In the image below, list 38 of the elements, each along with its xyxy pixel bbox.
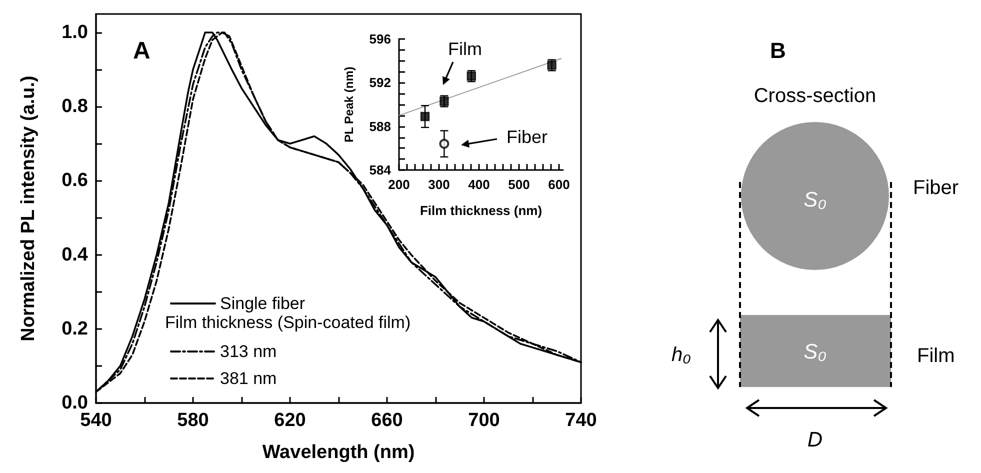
- text: Cross-section: [754, 85, 876, 107]
- x-tick-label: 400: [468, 177, 490, 192]
- y-axis-title: PL Peak (nm): [342, 66, 356, 142]
- y-tick-label: 584: [369, 162, 392, 178]
- y-tick-label: 592: [369, 75, 391, 90]
- text: Fiber: [913, 177, 959, 199]
- x-tick-label: 600: [548, 177, 570, 192]
- x-tick-label: 500: [508, 177, 530, 192]
- legend-label: 313 nm: [220, 342, 277, 361]
- x-axis-title: Film thickness (nm): [420, 203, 542, 218]
- y-tick-label: 0.6: [62, 170, 88, 192]
- text: Film: [917, 345, 955, 367]
- text: S₀: [804, 188, 827, 212]
- legend-title: Film thickness (Spin-coated film): [165, 313, 411, 332]
- legend-label: 381 nm: [220, 369, 277, 388]
- text: B: [770, 38, 786, 63]
- x-tick-label: 660: [371, 410, 403, 431]
- y-tick-label: 0.4: [62, 244, 88, 266]
- y-tick-label: 0.2: [62, 318, 88, 340]
- x-tick-label: 740: [565, 410, 597, 431]
- text: h₀: [671, 344, 691, 366]
- text: A: [133, 38, 150, 64]
- x-tick-label: 300: [428, 177, 450, 192]
- x-tick-label: 580: [177, 410, 209, 431]
- y-axis-title: Normalized PL intensity (a.u.): [18, 76, 39, 342]
- y-tick-label: 596: [369, 32, 391, 46]
- y-tick-label: 1.0: [62, 22, 88, 44]
- y-tick-label: 588: [369, 118, 391, 134]
- x-axis-title: Wavelength (nm): [262, 442, 415, 463]
- y-tick-label: 0.8: [62, 96, 88, 118]
- legend-label: Single fiber: [220, 294, 306, 313]
- x-tick-label: 620: [274, 410, 306, 431]
- text: S₀: [804, 340, 827, 364]
- x-tick-label: 700: [468, 410, 500, 431]
- annotation: Film: [448, 39, 482, 59]
- annotation: Fiber: [506, 127, 548, 147]
- text: D: [807, 428, 823, 452]
- x-tick-label: 200: [388, 177, 410, 192]
